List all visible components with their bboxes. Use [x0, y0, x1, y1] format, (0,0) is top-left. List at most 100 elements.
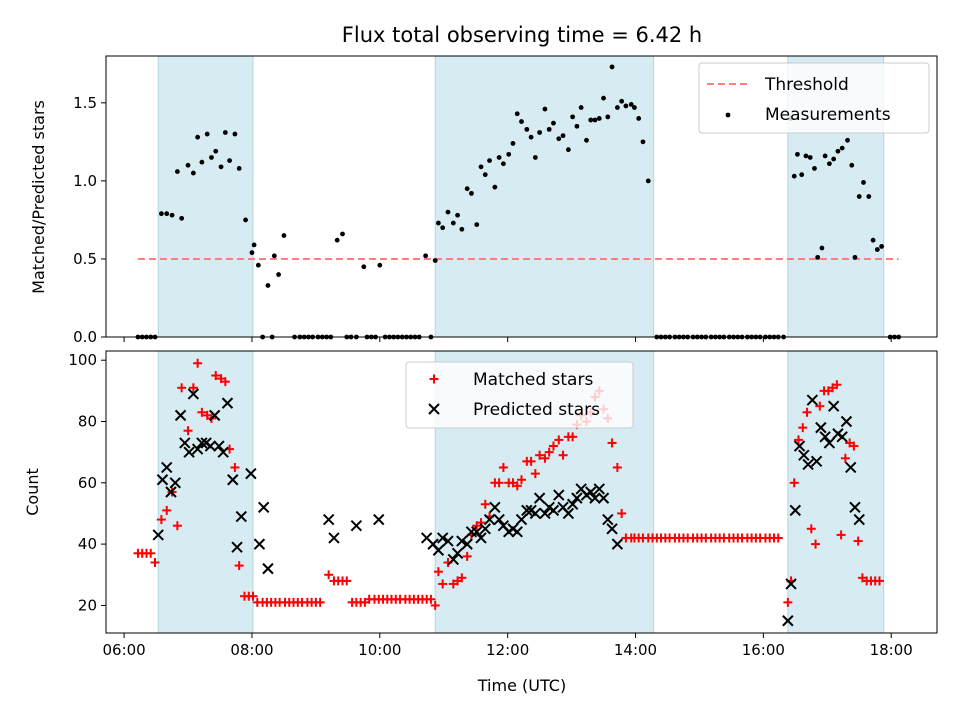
measurement-point: [609, 64, 615, 70]
predicted-star-marker: [322, 513, 335, 526]
measurement-point: [628, 101, 634, 107]
measurement-point: [578, 105, 584, 110]
measurement-point: [334, 237, 340, 243]
predicted-star-marker: [493, 513, 505, 526]
marker-stroke: [475, 532, 487, 544]
measurement-point: [190, 170, 196, 176]
matched-star-marker: [230, 462, 240, 472]
predicted-star-marker: [806, 394, 819, 406]
predicted-star-marker: [213, 440, 225, 452]
matched-star-marker: [789, 478, 799, 488]
marker-stroke: [515, 513, 528, 526]
measurement-point: [514, 111, 520, 117]
marker-stroke: [165, 486, 177, 498]
measurement-point: [861, 180, 866, 185]
marker-stroke: [497, 520, 510, 532]
matched-star-marker: [234, 561, 244, 571]
measurement-point: [213, 148, 219, 154]
predicted-star-marker: [373, 513, 385, 526]
marker-stroke: [187, 388, 200, 400]
measurement-point: [574, 123, 580, 129]
measurement-point: [866, 194, 872, 199]
measurement-point: [874, 247, 880, 252]
matched-star-marker: [558, 450, 568, 460]
marker-stroke: [245, 467, 257, 480]
measurement-point: [436, 220, 441, 226]
measurement-point: [835, 148, 841, 154]
x-tick-label: 08:00: [230, 641, 273, 659]
matched-star-markers: [133, 358, 884, 610]
matched-star-marker: [193, 358, 203, 368]
predicted-star-marker: [793, 440, 806, 452]
measurement-point: [614, 105, 620, 110]
predicted-star-marker: [191, 443, 204, 455]
marker-stroke: [328, 532, 340, 544]
bottom-legend: Matched stars Predicted stars: [405, 361, 634, 429]
matched-star-marker: [172, 521, 182, 531]
measurement-point: [199, 159, 205, 165]
matched-star-marker: [832, 380, 842, 390]
measurement-point: [546, 126, 552, 132]
measurement-point: [826, 161, 832, 167]
bottom-legend-box: [405, 361, 634, 429]
bottom-y-axis-label: Count: [23, 468, 42, 516]
x-tick-label: 14:00: [614, 641, 657, 659]
x-tick-label: 16:00: [742, 641, 785, 659]
marker-stroke: [562, 507, 575, 520]
predicted-star-marker: [782, 615, 794, 627]
matched-star-marker: [535, 450, 545, 460]
matched-star-marker: [526, 456, 536, 466]
measurement-point: [592, 117, 598, 123]
measurement-point: [565, 147, 571, 153]
measurement-point: [623, 103, 629, 109]
marker-stroke: [442, 535, 454, 547]
marker-stroke: [432, 544, 445, 556]
marker-stroke: [253, 538, 266, 550]
predicted-star-marker: [836, 431, 848, 443]
measurement-point: [255, 262, 261, 268]
flux-ratio-panel: 0.0 0.5 1.0 1.5 Matched/Predicted stars Thr…: [29, 55, 938, 346]
matched-star-marker: [183, 426, 193, 436]
measurement-point: [459, 226, 465, 232]
x-tick-label: 12:00: [486, 641, 529, 659]
measurement-point: [445, 209, 451, 215]
measurement-point: [464, 186, 470, 192]
x-tick-label: 06:00: [102, 641, 145, 659]
predicted-star-marker: [262, 562, 274, 575]
measurement-point: [849, 162, 855, 168]
predicted-star-marker: [597, 492, 610, 504]
marker-stroke: [196, 437, 208, 449]
marker-stroke: [533, 492, 546, 504]
measurement-point: [519, 119, 524, 124]
measurement-point: [227, 158, 232, 163]
marker-stroke: [191, 443, 204, 455]
matched-star-marker: [517, 475, 526, 485]
marker-stroke: [602, 513, 614, 526]
measurement-point: [588, 117, 594, 123]
predicted-star-marker: [451, 547, 464, 560]
measurement-point: [440, 225, 446, 231]
matched-star-marker: [498, 462, 508, 472]
predicted-star-marker: [471, 526, 483, 538]
marker-stroke: [553, 489, 565, 501]
measurement-point: [209, 155, 214, 160]
legend-cross-marker: [428, 403, 440, 415]
predicted-star-marker: [849, 501, 861, 514]
marker-stroke: [547, 504, 560, 517]
predicted-star-marker: [810, 455, 823, 468]
matched-star-marker: [798, 423, 808, 433]
predicted-star-marker: [571, 492, 583, 504]
matched-star-marker: [874, 576, 884, 586]
matched-star-marker: [146, 548, 156, 558]
measurement-point: [361, 264, 367, 270]
predicted-star-marker: [802, 458, 814, 471]
matched-star-marker: [554, 435, 564, 445]
measurement-point: [803, 153, 809, 159]
predicted-star-marker: [174, 409, 187, 422]
legend-threshold-label: Threshold: [764, 75, 849, 95]
measurement-point: [265, 283, 271, 288]
y-tick-label: 1.0: [73, 172, 97, 190]
marker-stroke: [161, 461, 173, 474]
matched-star-marker: [438, 579, 448, 589]
